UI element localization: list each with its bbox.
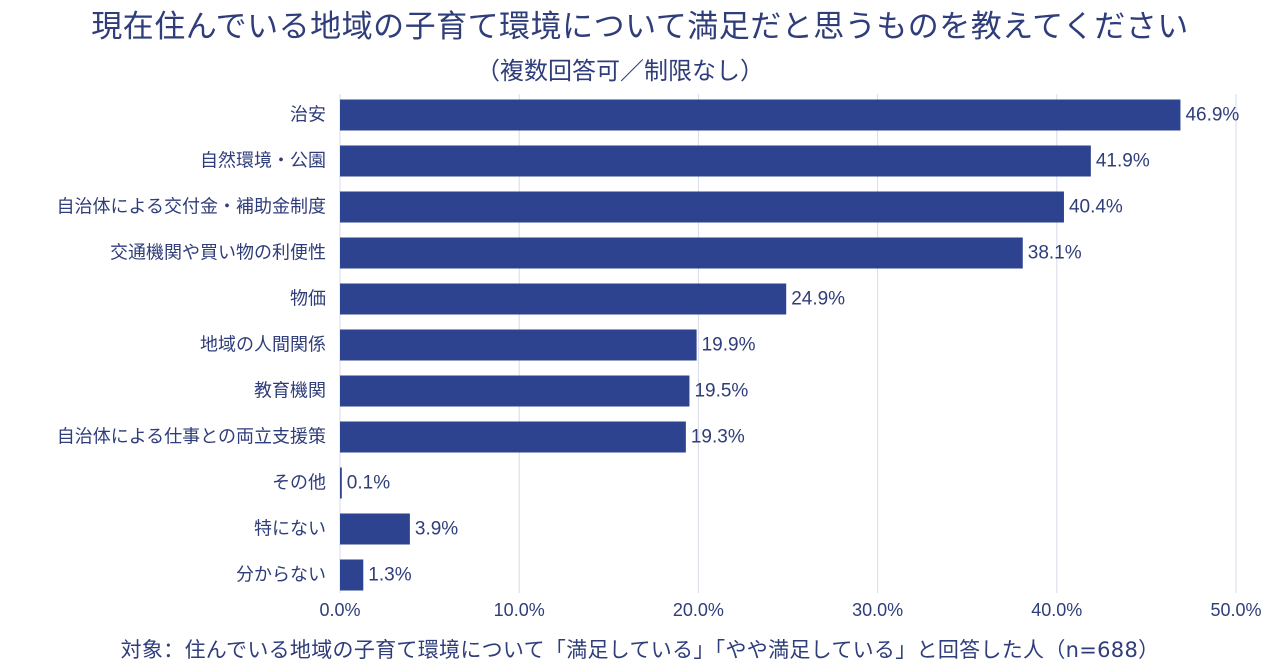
category-label-9: 特にない: [254, 519, 326, 540]
category-label-2: 自治体による交付金・補助金制度: [57, 197, 326, 218]
value-label-4: 24.9%: [791, 289, 845, 310]
category-label-5: 地域の人間関係: [200, 335, 326, 356]
x-tick-label-1: 10.0%: [494, 600, 545, 620]
x-tick-label-0: 0.0%: [319, 600, 360, 620]
bar-10: [340, 559, 364, 591]
bar-chart-svg: 0.0% 10.0% 20.0% 30.0% 40.0% 50.0% 治安 46.9% 自然環境…: [57, 94, 1262, 620]
value-label-9: 3.9%: [415, 519, 458, 540]
category-label-1: 自然環境・公園: [200, 151, 326, 172]
bar-3: [340, 237, 1023, 269]
category-label-8: その他: [272, 473, 326, 494]
bar-8: [340, 467, 342, 499]
value-label-10: 1.3%: [368, 565, 411, 586]
value-label-3: 38.1%: [1028, 243, 1082, 264]
chart-footnote: 対象：住んでいる地域の子育て環境について「満足している」「やや満足している」と回…: [120, 638, 1160, 662]
bar-2: [340, 191, 1064, 223]
x-tick-label-3: 30.0%: [852, 600, 903, 620]
category-label-7: 自治体による仕事との両立支援策: [57, 427, 326, 448]
bar-6: [340, 375, 690, 407]
value-label-0: 46.9%: [1185, 105, 1239, 126]
value-label-7: 19.3%: [691, 427, 745, 448]
value-label-6: 19.5%: [694, 381, 748, 402]
x-tick-label-5: 50.0%: [1210, 600, 1261, 620]
value-label-2: 40.4%: [1069, 197, 1123, 218]
category-label-0: 治安: [290, 105, 326, 126]
x-tick-label-4: 40.0%: [1031, 600, 1082, 620]
category-label-4: 物価: [290, 289, 326, 310]
category-label-6: 教育機関: [254, 381, 326, 402]
value-label-1: 41.9%: [1096, 151, 1150, 172]
bar-chart: 0.0% 10.0% 20.0% 30.0% 40.0% 50.0% 治安 46.9% 自然環境…: [0, 90, 1280, 630]
bar-9: [340, 513, 410, 545]
category-label-3: 交通機関や買い物の利便性: [110, 243, 326, 264]
chart-title: 現在住んでいる地域の子育て環境について満足だと思うものを教えてください: [91, 9, 1189, 45]
bar-7: [340, 421, 686, 453]
bar-4: [340, 283, 787, 315]
x-tick-label-2: 20.0%: [673, 600, 724, 620]
value-label-5: 19.9%: [702, 335, 756, 356]
category-label-10: 分からない: [236, 565, 326, 586]
value-label-8: 0.1%: [347, 473, 390, 494]
bar-0: [340, 99, 1181, 131]
bar-1: [340, 145, 1091, 177]
bar-5: [340, 329, 697, 361]
chart-subtitle: （複数回答可／制限なし）: [476, 57, 764, 85]
